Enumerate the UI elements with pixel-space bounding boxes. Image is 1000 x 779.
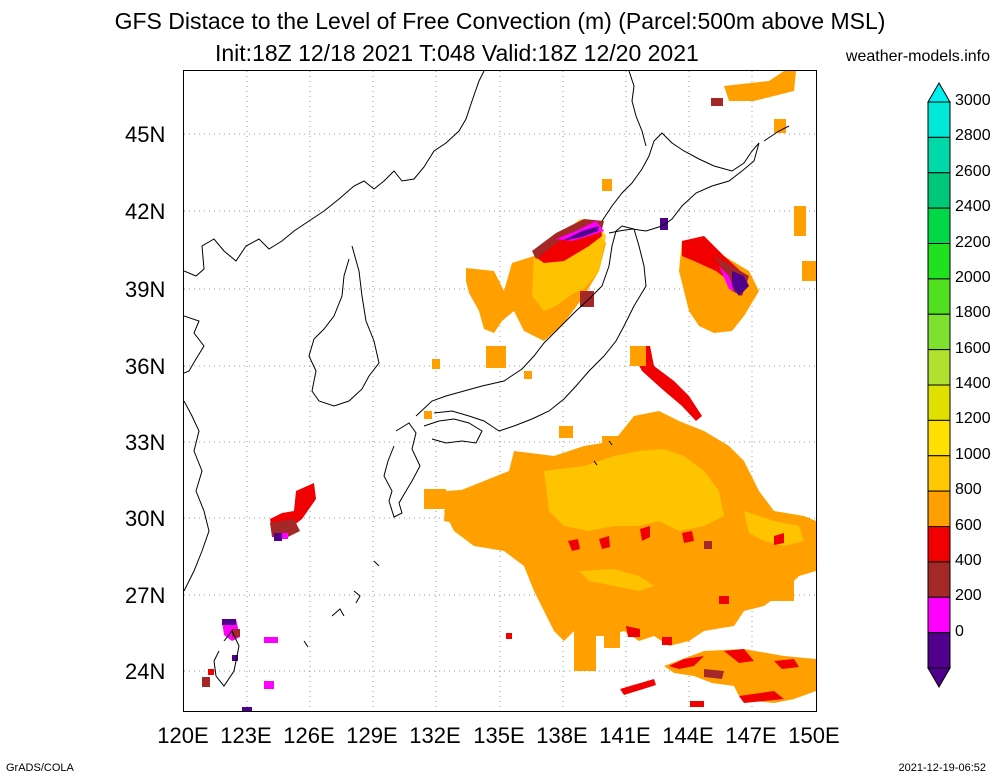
colorbar-swatch [927, 172, 951, 209]
colorbar-swatch [927, 526, 951, 563]
colorbar-label: 600 [955, 516, 982, 534]
colorbar-label: 1600 [955, 339, 991, 357]
colorbar-label: 1000 [955, 445, 991, 463]
colorbar-swatch [927, 278, 951, 315]
lat-label-42n: 42N [125, 199, 166, 224]
lfc-shading [202, 71, 816, 711]
lon-label-123e: 123E [220, 723, 272, 748]
colorbar-label: 200 [955, 587, 982, 605]
lat-label-39n: 39N [125, 277, 166, 302]
lon-label-126e: 126E [283, 723, 335, 748]
lon-label-147e: 147E [725, 723, 777, 748]
colorbar-swatch [927, 313, 951, 351]
colorbar-bottom-arrow [927, 667, 951, 688]
chart-title: GFS Distace to the Level of Free Convect… [114, 8, 886, 34]
colorbar-label: 2800 [955, 127, 991, 145]
colorbar-swatch [927, 419, 951, 457]
footer-left: GrADS/COLA [6, 762, 74, 774]
colorbar-swatch [927, 207, 951, 244]
lat-label-45n: 45N [125, 122, 166, 147]
colorbar-swatch [927, 349, 951, 386]
colorbar-label: 0 [955, 622, 964, 640]
colorbar-swatch [927, 596, 951, 634]
colorbar-label: 3000 [955, 92, 991, 109]
colorbar-top-arrow [927, 82, 951, 103]
chart-subtitle: Init:18Z 12/18 2021 T:048 Valid:18Z 12/2… [215, 40, 699, 66]
colorbar-label: 400 [955, 551, 982, 569]
map-svg [184, 71, 816, 711]
gridlines [184, 71, 816, 711]
map-panel [183, 70, 817, 712]
lat-label-33n: 33N [125, 430, 166, 455]
colorbar-label: 1400 [955, 375, 991, 392]
colorbar-swatch [927, 632, 951, 669]
colorbar-label: 2000 [955, 268, 991, 286]
colorbar-label: 2200 [955, 233, 991, 251]
lat-label-30n: 30N [125, 506, 166, 531]
colorbar-swatch [927, 455, 951, 492]
site-credit: weather-models.info [845, 48, 990, 65]
lon-label-129e: 129E [346, 723, 398, 748]
colorbar [927, 82, 951, 688]
colorbar-label: 800 [955, 481, 982, 499]
colorbar-swatch [927, 561, 951, 598]
lon-label-120e: 120E [157, 723, 209, 748]
colorbar-label: 2600 [955, 162, 991, 180]
lat-label-24n: 24N [125, 659, 166, 684]
footer-right: 2021-12-19-06:52 [898, 762, 986, 774]
lat-label-36n: 36N [125, 354, 166, 379]
colorbar-label: 1200 [955, 410, 991, 428]
lon-label-150e: 150E [788, 723, 840, 748]
lon-label-132e: 132E [409, 723, 461, 748]
colorbar-swatch [927, 384, 951, 421]
colorbar-swatch [927, 490, 951, 527]
coastlines [184, 71, 790, 687]
colorbar-label: 2400 [955, 198, 991, 216]
lon-label-144e: 144E [662, 723, 714, 748]
lon-label-135e: 135E [473, 723, 525, 748]
colorbar-swatch [927, 136, 951, 174]
colorbar-swatch [927, 243, 951, 280]
colorbar-swatch [927, 101, 951, 138]
lon-label-138e: 138E [536, 723, 588, 748]
colorbar-label: 1800 [955, 304, 991, 322]
lon-label-141e: 141E [599, 723, 651, 748]
lat-label-27n: 27N [125, 583, 166, 608]
